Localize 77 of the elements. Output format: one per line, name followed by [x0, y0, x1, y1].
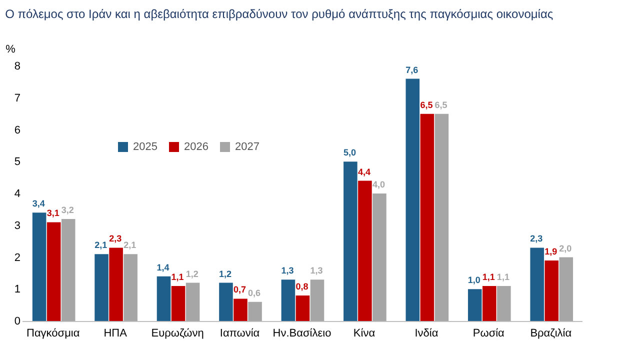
bar: [186, 282, 200, 321]
bar: [468, 289, 482, 321]
data-label: 3,1: [46, 208, 60, 218]
y-tick-label: 2: [14, 252, 20, 264]
data-label: 2,1: [94, 240, 108, 250]
data-label: 1,1: [482, 272, 495, 282]
legend-label: 2025: [133, 141, 158, 153]
bar: [420, 114, 434, 321]
bar: [530, 248, 544, 321]
data-label: 1,0: [468, 275, 480, 286]
bar: [310, 280, 324, 321]
bar: [497, 286, 511, 321]
bar: [234, 298, 248, 321]
bar: [406, 78, 420, 321]
y-tick-label: 7: [14, 92, 20, 104]
y-tick-label: 0: [14, 316, 20, 328]
bar: [248, 302, 262, 321]
data-label: 1,4: [156, 262, 170, 272]
y-axis-title: %: [6, 44, 16, 56]
data-label: 1,2: [186, 268, 198, 279]
bar: [482, 286, 496, 321]
data-label: 4,0: [372, 180, 385, 190]
bar: [344, 162, 358, 321]
data-label: 4,4: [358, 166, 370, 177]
data-label: 1,1: [171, 272, 184, 282]
x-tick-label: Παγκόσμια: [26, 328, 80, 340]
y-tick-label: 3: [14, 220, 20, 232]
bar: [281, 280, 296, 321]
data-label: 1,1: [496, 272, 510, 282]
bar: [372, 194, 386, 321]
data-label: 0,8: [296, 282, 308, 292]
data-label: 1,2: [219, 268, 232, 279]
y-tick-label: 8: [14, 60, 20, 72]
data-label: 3,4: [32, 198, 45, 209]
bar: [94, 254, 108, 321]
y-tick-label: 5: [14, 156, 20, 168]
x-tick-label: ΗΠΑ: [104, 328, 128, 340]
x-tick-label: Ινδία: [414, 328, 439, 340]
data-label: 6,5: [420, 100, 433, 110]
data-label: 7,6: [406, 64, 418, 75]
x-tick-label: Ην.Βασίλειο: [272, 328, 332, 340]
legend-label: 2026: [184, 141, 208, 153]
data-label: 0,7: [234, 284, 246, 295]
data-label: 1,3: [310, 266, 323, 276]
data-label: 6,5: [434, 100, 448, 110]
x-tick-label: Βραζιλία: [530, 328, 572, 340]
bar: [559, 257, 574, 321]
x-tick-label: Ρωσία: [472, 328, 506, 340]
bar: [156, 276, 171, 321]
y-tick-label: 1: [14, 284, 20, 296]
x-tick-label: Κίνα: [353, 328, 376, 340]
bar: [296, 296, 310, 321]
x-tick-label: Ιαπωνία: [220, 328, 260, 340]
x-tick-label: Ευρωζώνη: [151, 328, 204, 340]
bar: [434, 114, 449, 321]
bar: [219, 282, 233, 321]
bar: [109, 248, 123, 321]
bar: [544, 260, 559, 321]
bar: [61, 219, 76, 321]
data-label: 2,0: [559, 243, 572, 254]
data-label: 1,3: [281, 266, 294, 276]
legend-label: 2027: [235, 141, 260, 153]
data-label: 2,1: [124, 240, 136, 250]
chart-title: Ο πόλεμος στο Ιράν και η αβεβαιότητα επιβραδύνουν τον ρυθμό ανάπτυξης της παγκόσμιας οικονομίας: [5, 7, 554, 21]
bar: [358, 180, 372, 321]
data-label: 2,3: [530, 234, 543, 244]
y-tick-label: 4: [14, 188, 20, 200]
y-tick-label: 6: [14, 124, 20, 136]
bar: [32, 212, 46, 321]
bar: [46, 222, 61, 321]
bar: [124, 254, 138, 321]
data-label: 1,9: [544, 246, 558, 256]
data-label: 0,6: [248, 288, 261, 298]
data-label: 2,3: [109, 234, 122, 244]
data-label: 3,2: [61, 205, 74, 215]
data-label: 5,0: [343, 148, 356, 158]
bar: [171, 286, 186, 321]
